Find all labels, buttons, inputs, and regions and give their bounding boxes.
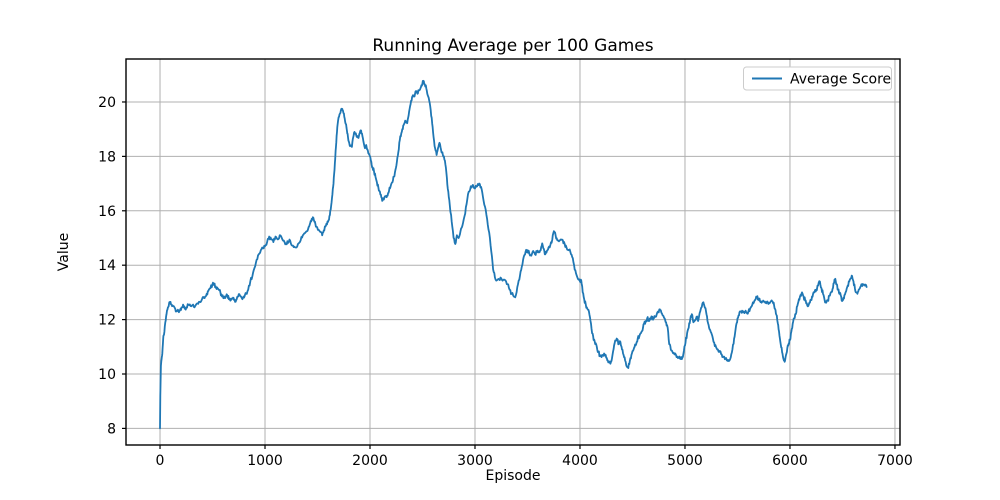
legend: Average Score <box>743 66 892 91</box>
y-tick-label: 10 <box>98 367 116 383</box>
legend-label: Average Score <box>790 72 891 88</box>
x-tick-label: 5000 <box>667 453 703 469</box>
y-tick-label: 20 <box>98 95 116 111</box>
chart-title: Running Average per 100 Games <box>372 36 653 56</box>
x-tick-label: 7000 <box>877 453 913 469</box>
y-tick-label: 18 <box>98 149 116 165</box>
x-tick-label: 0 <box>156 453 165 469</box>
average-score-line <box>159 79 868 430</box>
y-axis-label: Value <box>56 233 72 271</box>
x-tick-label: 4000 <box>562 453 598 469</box>
grid-layer <box>126 59 900 445</box>
legend-box <box>743 66 892 91</box>
x-tick-label: 3000 <box>457 453 493 469</box>
x-tick-label: 2000 <box>352 453 388 469</box>
y-tick-label: 12 <box>98 313 116 329</box>
plot-frame <box>125 58 901 446</box>
x-tick-label: 1000 <box>247 453 283 469</box>
x-tick-label: 6000 <box>772 453 808 469</box>
tick-layer: 0 1000 2000 3000 4000 5000 6000 7000 8 10 12 14 16 18… <box>98 95 913 469</box>
y-tick-label: 16 <box>98 204 116 220</box>
x-axis-label: Episode <box>486 468 541 484</box>
y-tick-label: 8 <box>107 421 116 437</box>
y-tick-label: 14 <box>98 258 116 274</box>
